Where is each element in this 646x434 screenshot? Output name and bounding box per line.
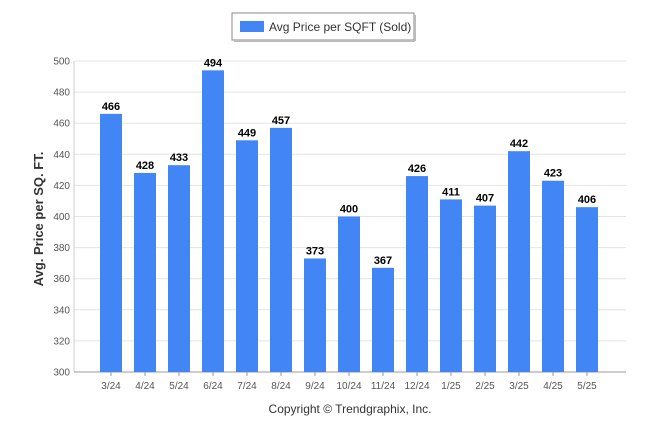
data-label: 406 — [578, 194, 596, 206]
y-tick-label: 300 — [53, 368, 70, 379]
y-tick-label: 480 — [53, 88, 70, 99]
y-tick-label: 320 — [53, 336, 70, 347]
y-tick-label: 440 — [53, 150, 70, 161]
bar — [406, 176, 428, 372]
data-label: 411 — [442, 186, 460, 198]
legend-swatch — [240, 21, 264, 32]
x-tick-label: 1/25 — [441, 381, 461, 392]
copyright-text: Copyright © Trendgraphix, Inc. — [269, 402, 432, 416]
bar — [474, 205, 496, 372]
bar — [168, 165, 190, 372]
y-axis-ticks: 300 320 340 360 380 400 420 440 460 480 500 — [53, 57, 70, 379]
x-axis-ticks: 3/24 4/24 5/24 6/24 7/24 8/24 9/24 10/24 11/24 12… — [101, 372, 597, 392]
data-label: 457 — [272, 115, 290, 127]
data-label: 466 — [102, 101, 120, 113]
x-tick-label: 7/24 — [237, 381, 257, 392]
x-tick-label: 10/24 — [336, 381, 361, 392]
bar — [440, 199, 462, 372]
legend: Avg Price per SQFT (Sold) — [231, 12, 416, 42]
x-tick-label: 12/24 — [404, 381, 429, 392]
data-label: 426 — [408, 163, 426, 175]
bar — [202, 70, 224, 372]
bar — [236, 140, 258, 372]
x-tick-label: 11/24 — [371, 381, 396, 392]
x-tick-label: 5/25 — [577, 381, 597, 392]
data-labels: 466 428 433 494 449 457 373 400 367 426 411 407 442 4… — [102, 57, 596, 266]
data-label: 494 — [204, 57, 223, 69]
x-tick-label: 6/24 — [203, 381, 223, 392]
x-tick-label: 3/24 — [101, 381, 121, 392]
y-axis-title: Avg. Price per SQ. FT. — [31, 152, 46, 287]
y-tick-label: 340 — [53, 305, 70, 316]
data-label: 442 — [510, 138, 528, 150]
data-label: 433 — [170, 152, 188, 164]
data-label: 428 — [136, 160, 154, 172]
bar — [304, 258, 326, 372]
bar — [576, 207, 598, 372]
bar — [542, 180, 564, 372]
x-tick-label: 8/24 — [271, 381, 291, 392]
bars — [100, 70, 598, 373]
x-tick-label: 4/24 — [135, 381, 155, 392]
data-label: 407 — [476, 193, 494, 205]
x-tick-label: 5/24 — [169, 381, 189, 392]
y-tick-label: 420 — [53, 181, 70, 192]
y-tick-label: 460 — [53, 119, 70, 130]
x-tick-label: 4/25 — [543, 381, 563, 392]
legend-label: Avg Price per SQFT (Sold) — [269, 20, 411, 34]
bar — [134, 172, 156, 372]
bar — [508, 151, 530, 372]
bar — [270, 127, 292, 373]
y-tick-label: 500 — [53, 57, 70, 68]
y-tick-label: 360 — [53, 274, 70, 285]
data-label: 367 — [374, 255, 392, 267]
bar — [372, 267, 394, 372]
data-label: 449 — [238, 127, 256, 139]
y-tick-label: 400 — [53, 212, 70, 223]
data-label: 373 — [306, 245, 324, 257]
data-label: 400 — [340, 204, 358, 216]
x-tick-label: 2/25 — [475, 381, 495, 392]
x-tick-label: 3/25 — [509, 381, 529, 392]
x-tick-label: 9/24 — [305, 381, 325, 392]
bar — [100, 113, 122, 373]
data-label: 423 — [544, 168, 562, 180]
bar — [338, 216, 360, 372]
y-tick-label: 380 — [53, 243, 70, 254]
